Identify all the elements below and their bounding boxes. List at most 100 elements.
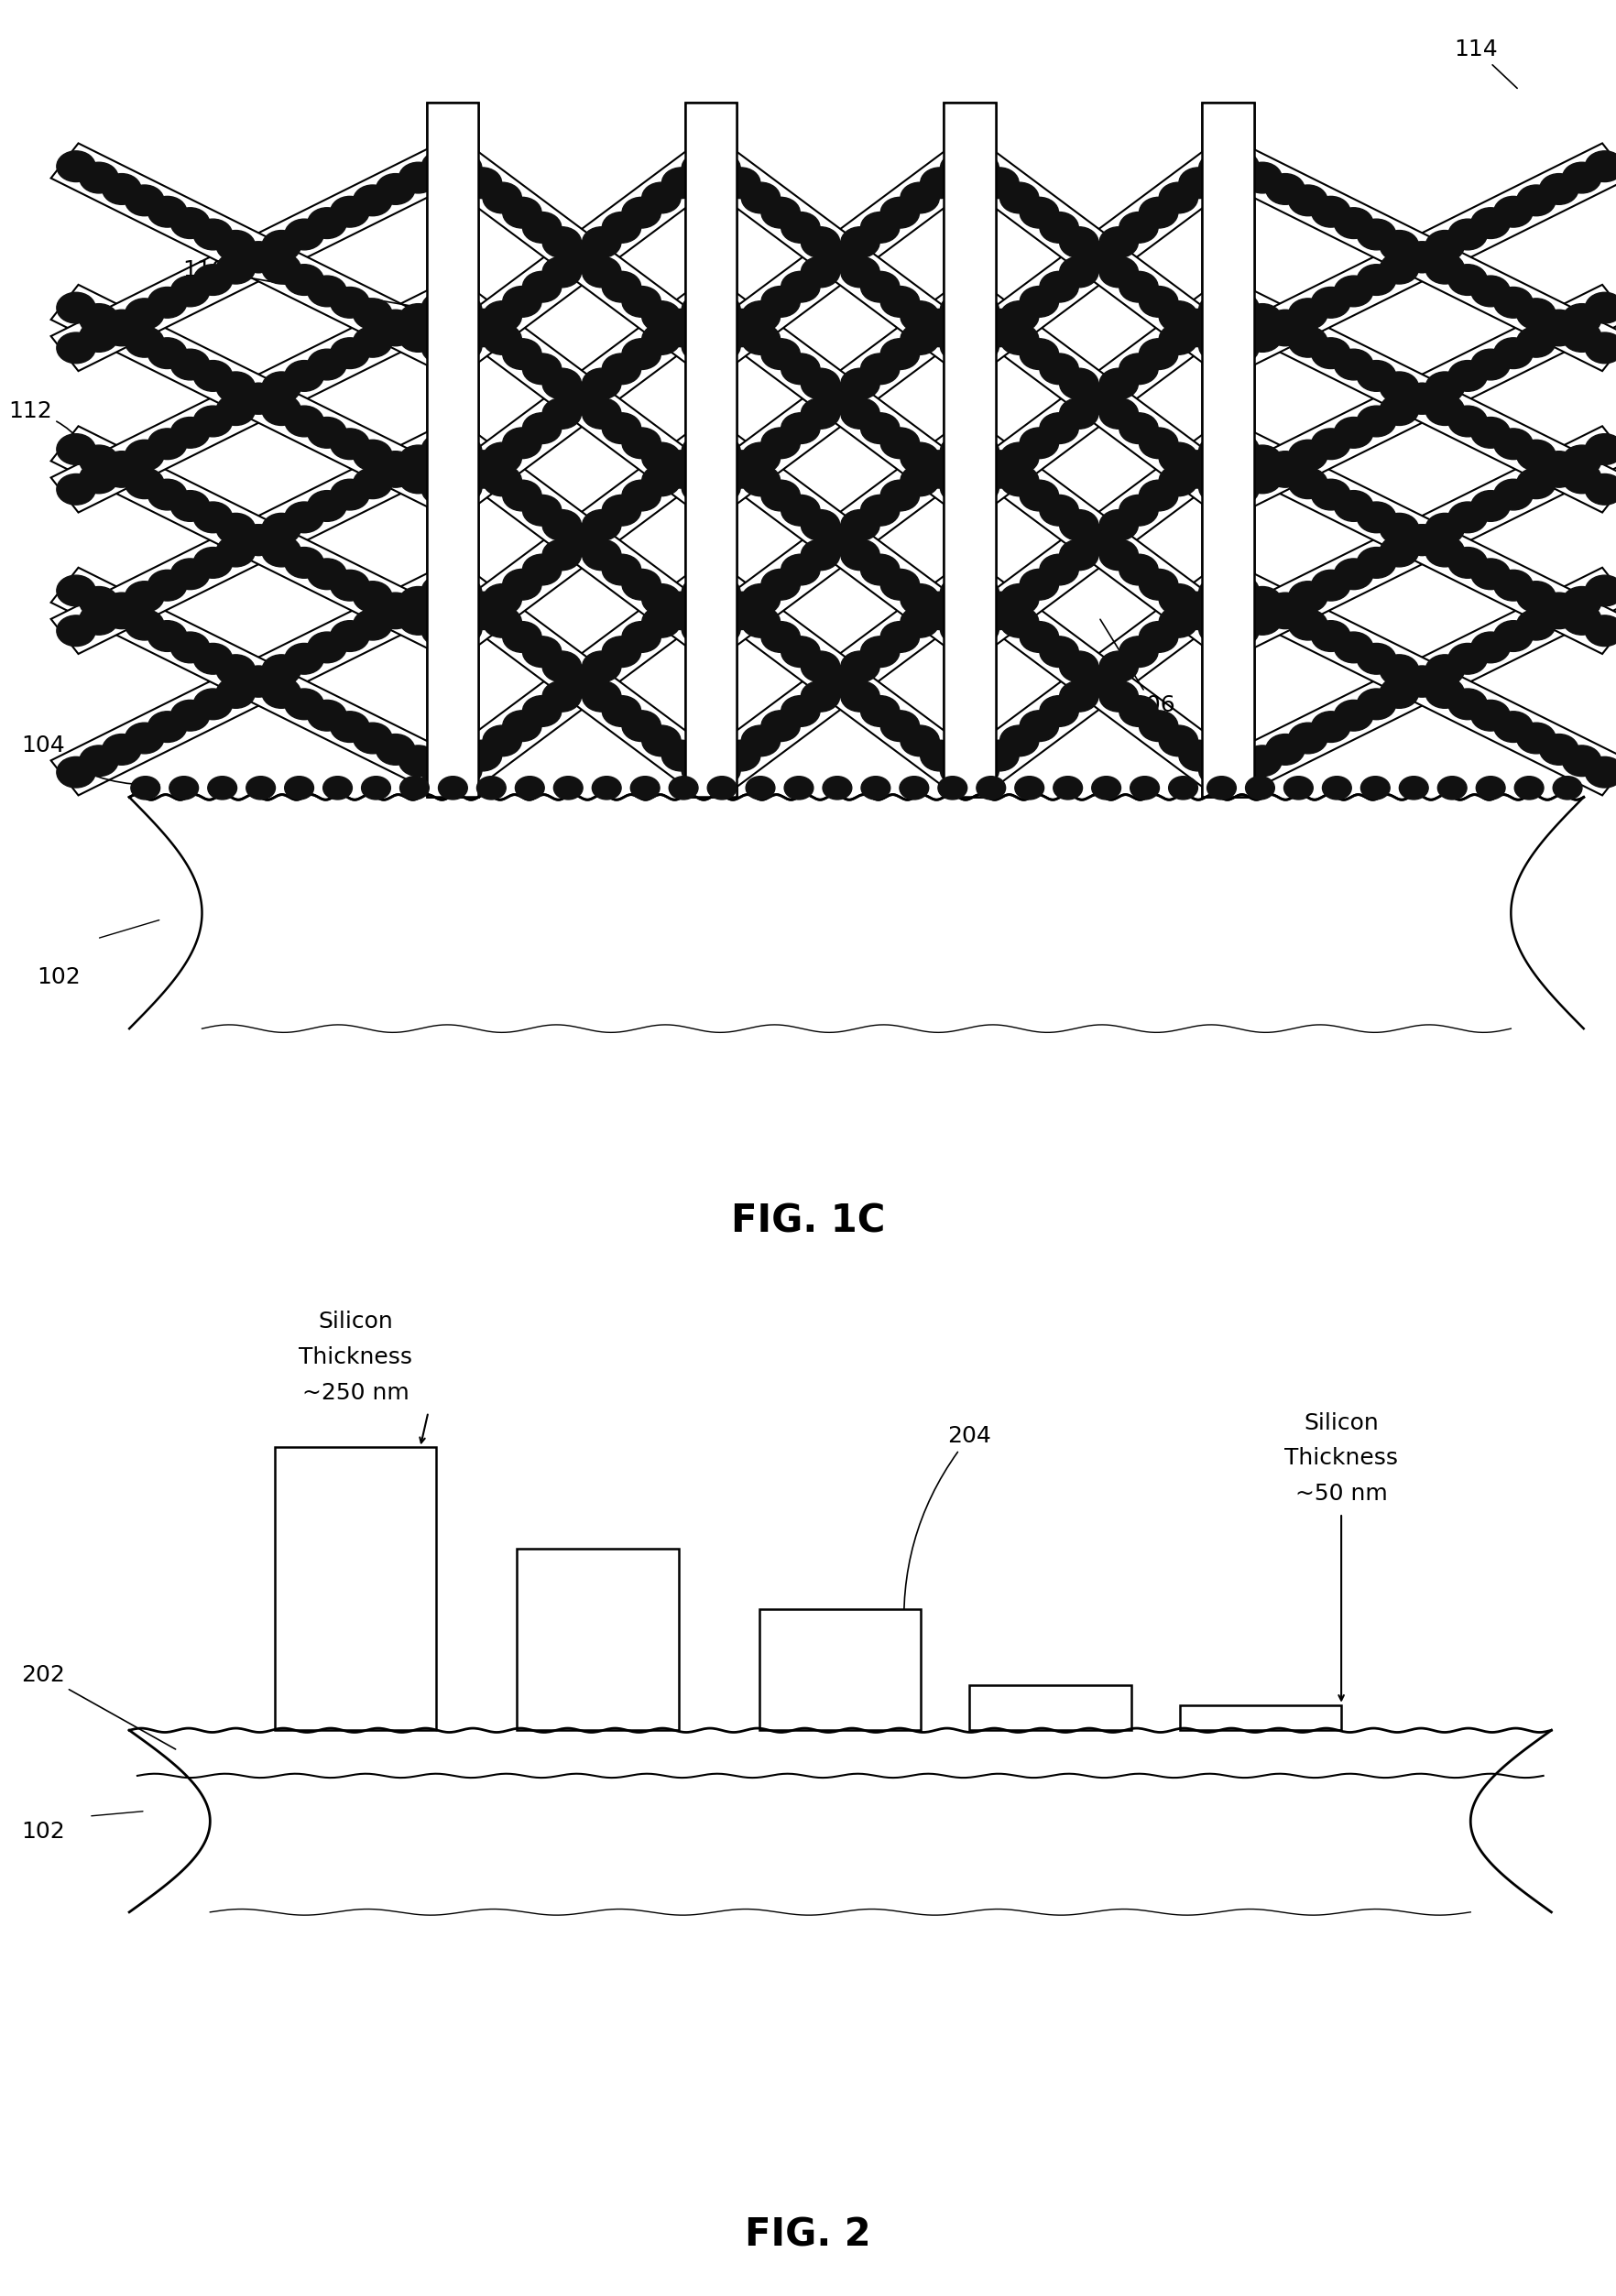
Bar bbox=[427, 103, 478, 797]
Circle shape bbox=[1120, 496, 1159, 526]
Circle shape bbox=[821, 666, 860, 698]
Circle shape bbox=[1099, 540, 1138, 569]
Circle shape bbox=[669, 776, 698, 799]
Circle shape bbox=[582, 652, 621, 682]
Circle shape bbox=[682, 576, 721, 608]
Circle shape bbox=[1357, 689, 1396, 719]
Circle shape bbox=[840, 682, 879, 712]
Polygon shape bbox=[1215, 285, 1616, 512]
Circle shape bbox=[543, 652, 582, 682]
Circle shape bbox=[1079, 523, 1118, 556]
Circle shape bbox=[1139, 480, 1178, 512]
Circle shape bbox=[861, 413, 900, 443]
Circle shape bbox=[921, 310, 960, 340]
Circle shape bbox=[422, 292, 461, 324]
Circle shape bbox=[171, 207, 210, 239]
Circle shape bbox=[921, 450, 960, 482]
Circle shape bbox=[1380, 535, 1419, 567]
Circle shape bbox=[1425, 395, 1464, 425]
Circle shape bbox=[1312, 429, 1351, 459]
Circle shape bbox=[1039, 496, 1078, 526]
Circle shape bbox=[171, 700, 210, 730]
Circle shape bbox=[171, 558, 210, 590]
Text: 104: 104 bbox=[21, 735, 158, 785]
Circle shape bbox=[354, 581, 393, 613]
Circle shape bbox=[1335, 558, 1374, 590]
Circle shape bbox=[422, 473, 461, 505]
Circle shape bbox=[307, 207, 346, 239]
Circle shape bbox=[1425, 654, 1464, 687]
Circle shape bbox=[1079, 241, 1118, 273]
Circle shape bbox=[307, 491, 346, 521]
Circle shape bbox=[503, 480, 541, 512]
Circle shape bbox=[1159, 726, 1197, 755]
Circle shape bbox=[591, 776, 621, 799]
Circle shape bbox=[1180, 592, 1218, 622]
Circle shape bbox=[1168, 776, 1197, 799]
Circle shape bbox=[1220, 434, 1259, 464]
Circle shape bbox=[1514, 776, 1543, 799]
Circle shape bbox=[781, 354, 819, 383]
Circle shape bbox=[239, 383, 278, 413]
Circle shape bbox=[1585, 758, 1616, 788]
Circle shape bbox=[802, 510, 840, 540]
Circle shape bbox=[483, 583, 522, 615]
Circle shape bbox=[1039, 553, 1078, 585]
Circle shape bbox=[422, 152, 461, 181]
Circle shape bbox=[399, 461, 438, 494]
Circle shape bbox=[642, 324, 680, 354]
Circle shape bbox=[1585, 615, 1616, 645]
Circle shape bbox=[1335, 700, 1374, 730]
Circle shape bbox=[1563, 163, 1601, 193]
Circle shape bbox=[330, 287, 368, 317]
Polygon shape bbox=[52, 142, 465, 372]
Circle shape bbox=[742, 726, 781, 755]
Circle shape bbox=[1079, 241, 1118, 273]
Circle shape bbox=[701, 294, 740, 326]
Circle shape bbox=[1000, 606, 1039, 638]
Circle shape bbox=[102, 452, 141, 482]
Polygon shape bbox=[1215, 567, 1616, 794]
Circle shape bbox=[881, 338, 920, 370]
Circle shape bbox=[1357, 360, 1396, 390]
Circle shape bbox=[976, 776, 1005, 799]
Circle shape bbox=[603, 496, 642, 526]
Circle shape bbox=[79, 321, 118, 351]
Circle shape bbox=[377, 174, 415, 204]
Circle shape bbox=[284, 643, 323, 675]
Circle shape bbox=[239, 666, 278, 698]
Circle shape bbox=[522, 413, 561, 443]
Circle shape bbox=[483, 443, 522, 473]
Circle shape bbox=[642, 466, 680, 496]
Polygon shape bbox=[952, 287, 1246, 510]
Circle shape bbox=[721, 310, 760, 340]
Circle shape bbox=[217, 395, 255, 425]
Circle shape bbox=[354, 468, 393, 498]
Circle shape bbox=[1243, 746, 1281, 776]
Circle shape bbox=[1322, 776, 1351, 799]
Circle shape bbox=[1563, 585, 1601, 618]
Circle shape bbox=[979, 168, 1018, 197]
Circle shape bbox=[1448, 503, 1487, 533]
Circle shape bbox=[701, 613, 740, 645]
Circle shape bbox=[1060, 257, 1099, 287]
Circle shape bbox=[1335, 491, 1374, 521]
Circle shape bbox=[921, 592, 960, 622]
Circle shape bbox=[79, 461, 118, 494]
Circle shape bbox=[1312, 712, 1351, 742]
Circle shape bbox=[354, 723, 393, 753]
Circle shape bbox=[462, 739, 501, 771]
Circle shape bbox=[362, 776, 391, 799]
Circle shape bbox=[1425, 230, 1464, 262]
Circle shape bbox=[1380, 677, 1419, 707]
Circle shape bbox=[1079, 383, 1118, 413]
Circle shape bbox=[483, 324, 522, 354]
Polygon shape bbox=[52, 285, 465, 512]
Circle shape bbox=[701, 576, 740, 608]
Polygon shape bbox=[693, 429, 987, 652]
Circle shape bbox=[1493, 338, 1532, 370]
Polygon shape bbox=[693, 569, 987, 792]
Circle shape bbox=[1448, 218, 1487, 250]
Circle shape bbox=[1403, 666, 1441, 698]
Circle shape bbox=[802, 652, 840, 682]
